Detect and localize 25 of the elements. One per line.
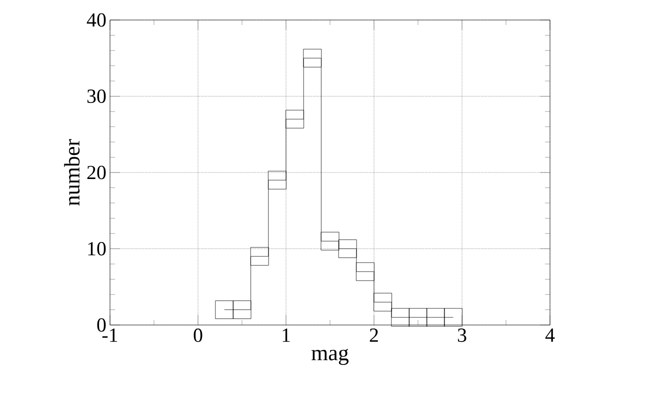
- x-tick-label: 2: [370, 328, 378, 342]
- point: [391, 308, 410, 327]
- point: [215, 300, 234, 319]
- x-tick-label: 4: [545, 328, 555, 342]
- y-tick-label: 40: [86, 13, 106, 27]
- point: [303, 48, 322, 68]
- point: [286, 110, 304, 128]
- point: [268, 170, 286, 190]
- y-tick-label: 10: [88, 242, 106, 256]
- y-tick-label: 20: [87, 166, 106, 180]
- y-axis-title: number: [64, 139, 80, 206]
- x-tick-label: 0: [194, 328, 202, 342]
- point: [444, 308, 462, 327]
- point: [356, 262, 374, 281]
- point: [232, 300, 252, 319]
- point: [374, 292, 392, 312]
- x-axis-title: mag: [312, 348, 349, 365]
- point: [426, 308, 445, 327]
- point: [250, 247, 269, 266]
- point: [338, 240, 357, 258]
- x-tick-label: 1: [282, 328, 290, 342]
- point: [408, 308, 428, 327]
- x-tick-label: 3: [458, 328, 466, 342]
- point: [320, 232, 340, 250]
- y-tick-label: 30: [87, 90, 106, 103]
